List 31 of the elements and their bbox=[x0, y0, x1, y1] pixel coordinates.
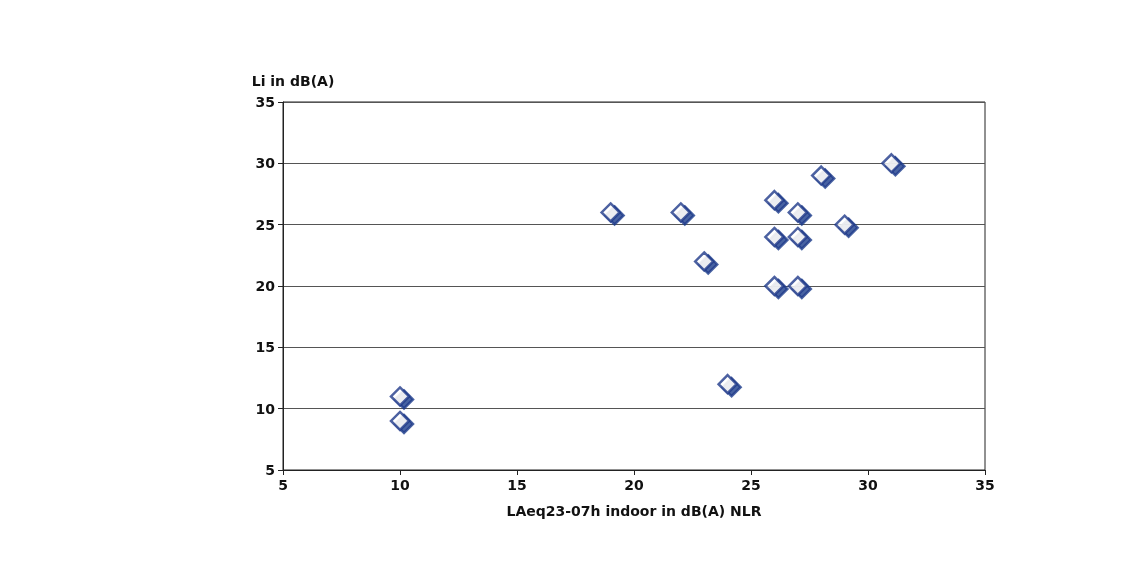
point bbox=[389, 410, 411, 432]
point bbox=[764, 275, 785, 297]
x-tick-label: 10 bbox=[390, 477, 410, 493]
x-tick-label: 35 bbox=[975, 477, 995, 493]
point bbox=[764, 226, 785, 248]
point bbox=[389, 386, 411, 407]
point bbox=[717, 373, 738, 395]
y-tick-label: 15 bbox=[255, 339, 275, 356]
y-tick-label: 20 bbox=[255, 278, 276, 294]
x-tick-label: 5 bbox=[278, 477, 288, 493]
y-tick-label: 35 bbox=[255, 94, 275, 110]
y-tick-label: 30 bbox=[255, 155, 276, 172]
point bbox=[881, 153, 902, 174]
point bbox=[764, 189, 785, 211]
y-tick-label: 10 bbox=[255, 400, 276, 417]
point bbox=[787, 275, 809, 297]
y-tick-label: 25 bbox=[255, 216, 275, 233]
point bbox=[834, 214, 855, 235]
x-tick-label: 25 bbox=[741, 477, 761, 493]
point bbox=[600, 202, 621, 223]
point bbox=[693, 251, 715, 272]
point bbox=[670, 202, 692, 223]
y-axis-title: Li in dB(A) bbox=[251, 73, 335, 89]
point bbox=[810, 165, 832, 186]
x-tick-label: 20 bbox=[624, 477, 644, 493]
point bbox=[787, 226, 809, 248]
x-tick-label: 15 bbox=[507, 477, 527, 493]
x-axis-title: LAeq23-07h indoor in dB(A) NLR bbox=[506, 503, 762, 519]
y-tick-label: 5 bbox=[265, 462, 275, 478]
point bbox=[787, 202, 809, 223]
x-tick-label: 30 bbox=[858, 477, 878, 493]
